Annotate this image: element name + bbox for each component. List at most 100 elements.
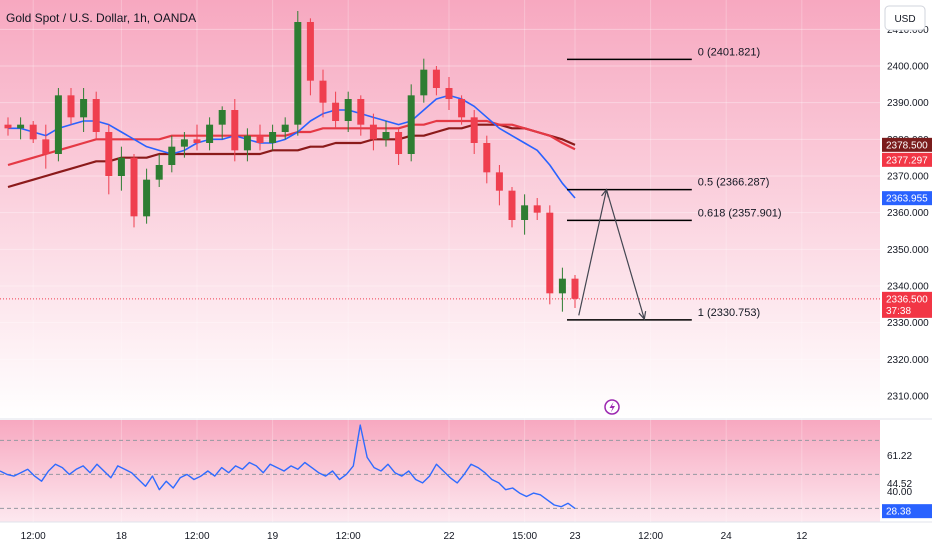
candle-body (4, 124, 12, 129)
rsi-pane-background (0, 420, 880, 522)
candle-body (495, 172, 503, 191)
price-tick-label: 2320.000 (887, 355, 929, 366)
price-tag-countdown: 37:38 (886, 306, 911, 317)
ma-fast-line (8, 94, 576, 199)
projection-arrow-down (605, 189, 645, 320)
candle (521, 194, 529, 235)
candle-body (508, 190, 516, 220)
time-tick-label: 24 (721, 531, 733, 542)
time-tick-label: 12:00 (336, 531, 361, 542)
candle-body (168, 146, 176, 165)
candle (495, 165, 503, 206)
fib-level-label: 0.5 (2366.287) (698, 177, 770, 189)
candle-body (571, 278, 579, 299)
candle-body (382, 132, 390, 140)
candle (130, 154, 138, 228)
candle (533, 198, 541, 220)
candle (180, 132, 188, 158)
candle (294, 11, 302, 136)
time-tick-label: 23 (569, 531, 581, 542)
time-axis: 12:00 18 12:00 19 12:00 22 15:00 23 12:00 24 12 (21, 531, 808, 542)
candle (344, 91, 352, 132)
candle (105, 124, 113, 195)
rsi-tick-label: 61.22 (887, 451, 912, 462)
candle (319, 69, 327, 118)
price-tick-label: 2390.000 (887, 98, 929, 109)
candle-body (483, 143, 491, 173)
candle-body (269, 132, 277, 143)
candle-body (395, 132, 403, 154)
candle (168, 135, 176, 173)
candle-body (206, 124, 214, 143)
candle (155, 154, 163, 187)
candle (29, 121, 37, 143)
candle (281, 117, 289, 140)
price-tick-label: 2330.000 (887, 318, 929, 329)
candle-body (130, 157, 138, 217)
ma-mid-line (7, 119, 576, 167)
candle-body (29, 124, 37, 140)
candle (117, 146, 125, 191)
candle-body (432, 69, 440, 88)
candle-body (319, 80, 327, 103)
price-tag-bg (882, 191, 932, 206)
candle (243, 128, 251, 162)
candle (571, 275, 579, 308)
candle-body (17, 124, 25, 129)
candle-body (180, 139, 188, 147)
price-tag-bg (882, 137, 932, 152)
candle (445, 77, 453, 110)
candle (470, 110, 478, 154)
rsi-tick-label: 40.00 (887, 487, 912, 498)
price-tag: 2377.297 (886, 155, 928, 166)
candle (382, 121, 390, 147)
time-tick-label: 12:00 (638, 531, 663, 542)
candle-body (407, 95, 415, 154)
candle (42, 124, 50, 169)
candle (256, 124, 264, 151)
price-axis-background (880, 0, 932, 550)
candle (407, 84, 415, 162)
price-tick-label: 2340.000 (887, 282, 929, 293)
ma-slow-line (7, 123, 576, 189)
candle (357, 95, 365, 136)
candle-body (445, 88, 453, 99)
time-tick-label: 12 (796, 531, 808, 542)
candle-body (193, 139, 201, 143)
candle-body (155, 165, 163, 180)
projection-arrow-up (578, 189, 608, 316)
candle (4, 117, 12, 136)
candle-body (558, 278, 566, 294)
candle (143, 168, 151, 224)
currency-button[interactable]: USD (884, 5, 926, 31)
candle-body (105, 132, 113, 176)
candle (332, 91, 340, 129)
candle (193, 124, 201, 151)
alert-icon[interactable] (604, 399, 620, 415)
projection-arrow-down-head (638, 311, 647, 321)
candle-body (546, 212, 554, 294)
candle (306, 18, 314, 96)
candle-body (533, 205, 541, 213)
price-tick-label: 2310.000 (887, 392, 929, 403)
price-tick-label: 2370.000 (887, 172, 929, 183)
candle-body (281, 124, 289, 132)
candle-body (117, 157, 125, 176)
rsi-value-tag-bg (882, 504, 932, 519)
candle (508, 187, 516, 228)
candle (420, 58, 428, 103)
candle-body (357, 99, 365, 125)
time-tick-label: 22 (443, 531, 455, 542)
candle (17, 117, 25, 140)
candle-body (243, 135, 251, 151)
candle (54, 88, 62, 162)
time-tick-label: 12:00 (21, 531, 46, 542)
time-tick-label: 15:00 (512, 531, 537, 542)
candle-body (470, 117, 478, 143)
fib-level-label: 0 (2401.821) (698, 46, 760, 58)
candle-body (306, 22, 314, 81)
chart-title: Gold Spot / U.S. Dollar, 1h, OANDA (6, 11, 196, 25)
time-tick-label: 19 (267, 531, 279, 542)
candle-body (143, 179, 151, 217)
